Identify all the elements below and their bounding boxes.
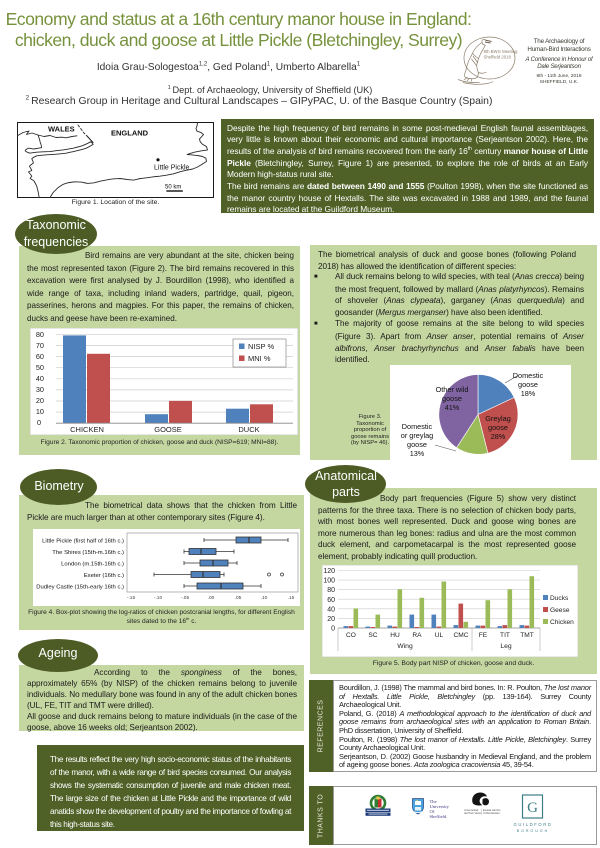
svg-text:Geese: Geese <box>550 607 570 614</box>
svg-text:Other wild: Other wild <box>436 385 469 394</box>
svg-text:Little Pickle (first half of 1: Little Pickle (first half of 16th c.) <box>42 539 124 545</box>
svg-text:50: 50 <box>36 363 44 372</box>
svg-text:goose: goose <box>488 423 508 432</box>
svg-text:CO: CO <box>346 632 356 639</box>
svg-text:WALES: WALES <box>48 125 75 134</box>
svg-text:MNI %: MNI % <box>248 354 271 363</box>
svg-text:GOOSE: GOOSE <box>154 425 182 434</box>
svg-text:DUCK: DUCK <box>238 425 259 434</box>
svg-text:London (m.15th-16th c.): London (m.15th-16th c.) <box>61 562 124 568</box>
svg-text:RA: RA <box>412 632 422 639</box>
svg-text:FE: FE <box>479 632 488 639</box>
svg-text:40: 40 <box>36 374 44 383</box>
svg-text:9th BWG Meeting: 9th BWG Meeting <box>484 49 519 54</box>
svg-text:BOROUGH: BOROUGH <box>517 829 550 833</box>
svg-text:-.05: -.05 <box>181 595 190 601</box>
svg-text:40: 40 <box>327 606 335 613</box>
svg-text:Domestic: Domestic <box>513 371 544 380</box>
svg-text:.00: .00 <box>208 595 215 601</box>
svg-text:G: G <box>527 800 538 816</box>
svg-text:Sheffield.: Sheffield. <box>430 814 448 819</box>
svg-text:Dudley Castle (15th-early 16th: Dudley Castle (15th-early 16th c.) <box>36 585 124 591</box>
svg-text:.10: .10 <box>261 595 268 601</box>
svg-text:30: 30 <box>36 385 44 394</box>
svg-text:The: The <box>430 799 437 804</box>
svg-text:TMT: TMT <box>520 632 534 639</box>
svg-text:.15: .15 <box>288 595 295 601</box>
svg-text:CMC: CMC <box>453 632 468 639</box>
svg-text:or greylag: or greylag <box>401 431 433 440</box>
svg-text:HU: HU <box>390 632 400 639</box>
svg-text:del País Vasco: del País Vasco <box>464 811 482 815</box>
svg-text:-.10: -.10 <box>154 595 163 601</box>
svg-text:-.15: -.15 <box>127 595 136 601</box>
svg-text:Euskal Herriko: Euskal Herriko <box>483 808 501 812</box>
svg-text:60: 60 <box>36 352 44 361</box>
svg-text:28%: 28% <box>491 432 506 441</box>
svg-text:Sheffield 2018: Sheffield 2018 <box>484 55 512 60</box>
svg-text:.05: .05 <box>235 595 242 601</box>
svg-text:NISP %: NISP % <box>248 342 274 351</box>
svg-text:80: 80 <box>327 587 335 594</box>
svg-text:Unibertsitatea: Unibertsitatea <box>483 811 500 815</box>
svg-text:20: 20 <box>327 616 335 623</box>
svg-text:50 km: 50 km <box>165 185 181 191</box>
svg-text:41%: 41% <box>445 403 460 412</box>
svg-text:100: 100 <box>323 578 335 585</box>
svg-text:Leg: Leg <box>500 643 512 650</box>
svg-text:The Shires (15th-m.16th c.): The Shires (15th-m.16th c.) <box>52 550 124 556</box>
svg-text:ENGLAND: ENGLAND <box>111 129 149 138</box>
svg-text:CHICKEN: CHICKEN <box>70 425 104 434</box>
svg-text:Of: Of <box>430 809 435 814</box>
svg-text:goose: goose <box>407 440 427 449</box>
svg-text:University: University <box>430 804 450 809</box>
svg-text:Universidad: Universidad <box>464 808 479 812</box>
svg-text:70: 70 <box>36 341 44 350</box>
svg-text:goose: goose <box>442 394 462 403</box>
svg-text:GUILDFORD: GUILDFORD <box>513 822 552 827</box>
svg-text:SC: SC <box>368 632 377 639</box>
svg-text:goose: goose <box>518 380 538 389</box>
svg-text:Exeter (16th c.): Exeter (16th c.) <box>84 573 124 579</box>
svg-text:Wing: Wing <box>397 643 413 650</box>
svg-text:Little Pickle: Little Pickle <box>154 165 190 172</box>
svg-text:Greylag: Greylag <box>485 414 511 423</box>
svg-text:20: 20 <box>36 396 44 405</box>
svg-text:Ducks: Ducks <box>550 595 569 602</box>
svg-text:UL: UL <box>435 632 444 639</box>
svg-text:18%: 18% <box>521 389 536 398</box>
svg-text:Domestic: Domestic <box>402 422 433 431</box>
svg-text:Chicken: Chicken <box>550 619 574 626</box>
svg-text:120: 120 <box>323 568 335 575</box>
svg-text:13%: 13% <box>410 449 425 458</box>
svg-text:10: 10 <box>36 407 44 416</box>
svg-text:80: 80 <box>36 330 44 339</box>
svg-text:TIT: TIT <box>500 632 510 639</box>
svg-text:60: 60 <box>327 597 335 604</box>
svg-text:0: 0 <box>331 626 335 633</box>
svg-text:0: 0 <box>37 418 41 427</box>
